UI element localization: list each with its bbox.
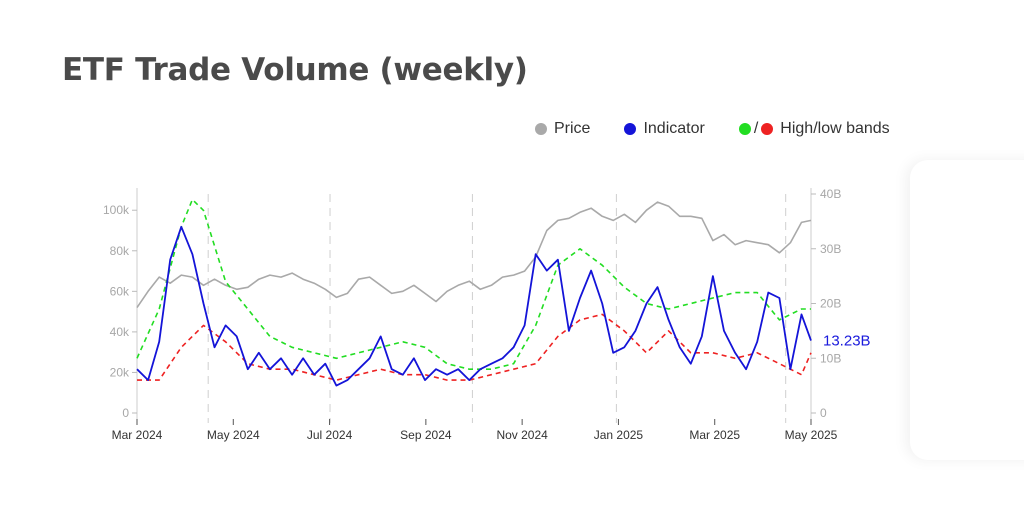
indicator-end-value-label: 13.23B: [823, 333, 871, 350]
page-title: ETF Trade Volume (weekly): [62, 52, 528, 88]
right-axis-tick-label: 0: [820, 406, 827, 420]
x-axis-tick-label: Jul 2024: [307, 428, 353, 442]
price-dot-icon: [535, 123, 547, 135]
left-axis-tick-label: 20k: [110, 365, 130, 379]
price-series-line: [136, 201, 812, 309]
x-axis-tick-label: Mar 2024: [112, 428, 163, 442]
x-axis-tick-label: Nov 2024: [496, 428, 548, 442]
x-axis-tick-label: May 2025: [785, 428, 838, 442]
indicator-dot-icon: [624, 123, 637, 135]
left-axis-tick-label: 60k: [110, 284, 130, 298]
left-axis-tick-label: 80k: [110, 244, 130, 258]
right-axis-tick-label: 20B: [820, 297, 841, 311]
legend-item-price[interactable]: Price: [535, 120, 590, 138]
indicator-series-line: [136, 225, 812, 387]
x-axis-tick-label: Jan 2025: [594, 428, 644, 442]
legend-item-indicator[interactable]: Indicator: [624, 120, 705, 138]
left-axis-tick-label: 100k: [103, 203, 130, 217]
legend-item-bands[interactable]: / High/low bands: [738, 120, 890, 138]
left-axis-tick-label: 40k: [110, 325, 130, 339]
right-axis-tick-label: 40B: [820, 187, 841, 201]
chart-legend: Price Indicator / High/low bands: [535, 120, 890, 138]
x-axis-tick-label: May 2024: [207, 428, 260, 442]
low-band-series-line: [137, 313, 812, 381]
legend-slash: /: [753, 120, 759, 137]
x-axis-tick-label: Sep 2024: [400, 428, 452, 442]
legend-label-price: Price: [554, 120, 591, 137]
left-axis-tick-label: 0: [122, 406, 129, 420]
low-band-dot-icon: [761, 123, 774, 135]
x-axis-tick-label: Mar 2025: [689, 428, 740, 442]
right-axis-tick-label: 30B: [820, 242, 841, 256]
high-band-dot-icon: [738, 123, 751, 135]
right-axis-tick-label: 10B: [820, 351, 841, 365]
legend-label-bands: High/low bands: [780, 120, 890, 137]
high-band-series-line: [136, 198, 811, 371]
legend-label-indicator: Indicator: [643, 120, 705, 137]
